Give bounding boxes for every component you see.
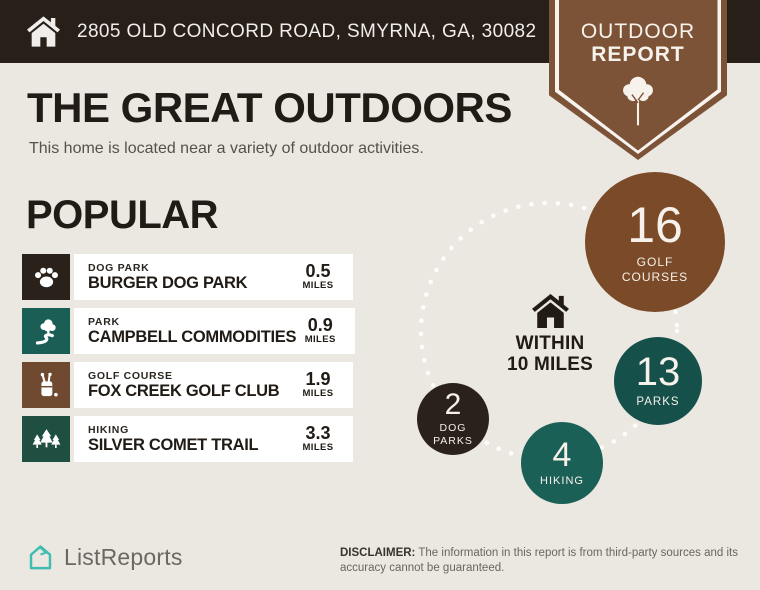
page-title: THE GREAT OUTDOORS (27, 84, 512, 131)
bubble-value: 4 (552, 435, 572, 474)
pine-trees-icon (22, 416, 70, 462)
home-icon (27, 16, 60, 47)
disclaimer: DISCLAIMER: The information in this repo… (340, 546, 748, 576)
park-tree-icon (22, 308, 70, 354)
list-item-park: PARK CAMPBELL COMMODITIES 0.9 MILES (22, 308, 356, 354)
item-name: CAMPBELL COMMODITIES (88, 327, 297, 346)
distance-unit: MILES (302, 387, 334, 399)
popular-heading: POPULAR (26, 193, 219, 237)
bubble-parks: 13 PARKS (614, 337, 702, 425)
list-item-card: PARK CAMPBELL COMMODITIES 0.9 MILES (74, 308, 356, 354)
bubble-value: 2 (444, 387, 462, 421)
hub-label-line1: WITHIN (515, 333, 585, 354)
page-subtitle: This home is located near a variety of o… (29, 140, 424, 157)
badge-title-line2: REPORT (591, 43, 685, 66)
bubble-hiking: 4 HIKING (521, 422, 603, 504)
bubble-label: DOG PARKS (433, 421, 473, 447)
list-item-dog-park: DOG PARK BURGER DOG PARK 0.5 MILES (22, 254, 353, 300)
item-category: HIKING (88, 423, 129, 436)
tree-icon (623, 77, 653, 126)
home-icon (531, 294, 569, 328)
list-item-card: GOLF COURSE FOX CREEK GOLF CLUB 1.9 MILE… (74, 362, 353, 408)
bubble-label: HIKING (540, 474, 584, 487)
bubble-value: 16 (627, 196, 683, 253)
bubble-value: 13 (635, 350, 681, 395)
distance-value: 0.9 (307, 314, 333, 335)
distance-value: 1.9 (305, 368, 331, 389)
property-address: 2805 OLD CONCORD ROAD, SMYRNA, GA, 30082 (77, 20, 537, 42)
bubble-label: PARKS (636, 396, 680, 409)
radius-hub: WITHIN 10 MILES (489, 294, 611, 376)
list-item-golf-course: GOLF COURSE FOX CREEK GOLF CLUB 1.9 MILE… (22, 362, 353, 408)
bubble-label: GOLF COURSES (621, 254, 689, 284)
listreports-brand: ListReports (26, 543, 183, 572)
outdoor-report-badge: OUTDOOR REPORT (549, 0, 727, 160)
distance-unit: MILES (302, 441, 334, 453)
item-category: GOLF COURSE (88, 369, 173, 382)
list-item-hiking: HIKING SILVER COMET TRAIL 3.3 MILES (22, 416, 353, 462)
list-item-card: DOG PARK BURGER DOG PARK 0.5 MILES (74, 254, 353, 300)
list-item-card: HIKING SILVER COMET TRAIL 3.3 MILES (74, 416, 353, 462)
item-category: PARK (88, 315, 120, 328)
distance-unit: MILES (302, 279, 334, 291)
item-distance: 0.5 MILES (294, 262, 342, 292)
brand-name: ListReports (64, 544, 183, 570)
distance-value: 3.3 (305, 422, 331, 443)
distance-value: 0.5 (305, 260, 331, 281)
paw-icon (22, 254, 70, 300)
disclaimer-text: The information in this report is from t… (340, 547, 738, 574)
bubble-dog-parks: 2 DOG PARKS (417, 383, 489, 455)
badge-title-line1: OUTDOOR (580, 20, 696, 43)
item-name: BURGER DOG PARK (88, 273, 248, 292)
item-distance: 0.9 MILES (296, 316, 344, 346)
item-name: FOX CREEK GOLF CLUB (88, 381, 280, 400)
hub-label-line2: 10 MILES (506, 354, 594, 376)
distance-unit: MILES (304, 333, 336, 345)
item-distance: 3.3 MILES (294, 424, 342, 454)
item-distance: 1.9 MILES (294, 370, 342, 400)
item-category: DOG PARK (88, 261, 150, 274)
item-name: SILVER COMET TRAIL (88, 435, 259, 454)
bubble-golf-courses: 16 GOLF COURSES (585, 172, 725, 312)
listreports-logo-icon (29, 545, 52, 570)
popular-list: DOG PARK BURGER DOG PARK 0.5 MILES (22, 254, 356, 470)
disclaimer-label: DISCLAIMER: (340, 547, 416, 559)
golf-bag-icon (22, 362, 70, 408)
